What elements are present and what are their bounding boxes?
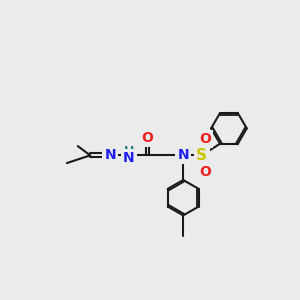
Text: N: N [177,148,189,162]
Text: O: O [199,132,211,146]
Text: N: N [123,151,135,165]
Text: O: O [142,131,154,146]
Text: N: N [104,148,116,162]
Text: O: O [199,164,211,178]
Text: H: H [124,145,134,158]
Text: S: S [196,148,207,163]
